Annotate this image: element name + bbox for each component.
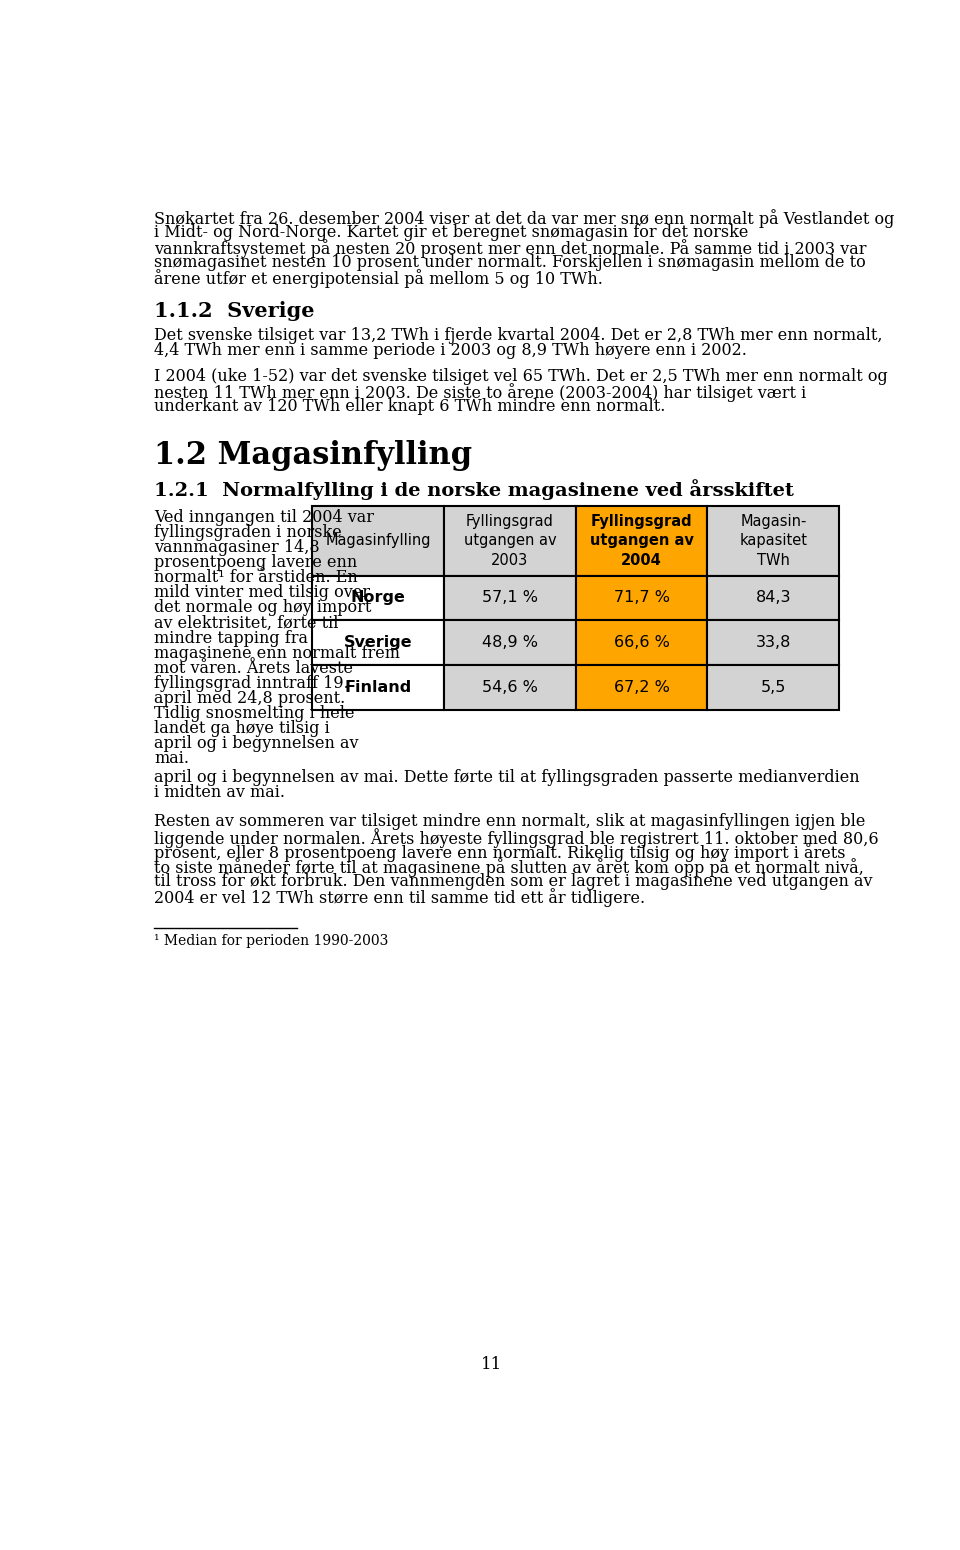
Text: Fyllingsgrad
utgangen av
2004: Fyllingsgrad utgangen av 2004 [589, 513, 693, 569]
Text: april og i begynnelsen av: april og i begynnelsen av [155, 735, 359, 752]
Bar [576, 665, 708, 710]
Text: 11: 11 [481, 1356, 503, 1373]
Bar [708, 665, 839, 710]
Text: 84,3: 84,3 [756, 591, 791, 606]
Text: mindre tapping fra: mindre tapping fra [155, 629, 308, 646]
Text: april og i begynnelsen av mai. Dette førte til at fyllingsgraden passerte median: april og i begynnelsen av mai. Dette før… [155, 769, 860, 786]
Text: 54,6 %: 54,6 % [482, 680, 538, 694]
Text: snømagasinet nesten 10 prosent under normalt. Forskjellen i snømagasin mellom de: snømagasinet nesten 10 prosent under nor… [155, 254, 866, 271]
Bar [444, 620, 576, 665]
Text: Resten av sommeren var tilsiget mindre enn normalt, slik at magasinfyllingen igj: Resten av sommeren var tilsiget mindre e… [155, 814, 866, 831]
Text: to siste måneder førte til at magasinene på slutten av året kom opp på et normal: to siste måneder førte til at magasinene… [155, 859, 864, 877]
Text: 48,9 %: 48,9 % [482, 636, 538, 649]
Text: 71,7 %: 71,7 % [613, 591, 669, 606]
Text: Fyllingsgrad
utgangen av
2003: Fyllingsgrad utgangen av 2003 [464, 513, 556, 569]
Text: 66,6 %: 66,6 % [613, 636, 669, 649]
Bar [444, 507, 576, 575]
Text: 1.2.1  Normalfylling i de norske magasinene ved årsskiftet: 1.2.1 Normalfylling i de norske magasine… [155, 479, 794, 499]
Bar [576, 575, 708, 620]
Text: normalt¹ for årstiden. En: normalt¹ for årstiden. En [155, 569, 358, 586]
Text: til tross for økt forbruk. Den vannmengden som er lagret i magasinene ved utgang: til tross for økt forbruk. Den vannmengd… [155, 873, 873, 890]
Text: magasinene enn normalt frem: magasinene enn normalt frem [155, 645, 400, 662]
Text: vannmagasiner 14,8: vannmagasiner 14,8 [155, 539, 320, 556]
Text: 33,8: 33,8 [756, 636, 791, 649]
Text: Snøkartet fra 26. desember 2004 viser at det da var mer snø enn normalt på Vestl: Snøkartet fra 26. desember 2004 viser at… [155, 209, 895, 228]
Bar [576, 507, 708, 575]
Text: Finland: Finland [345, 680, 412, 694]
Bar [576, 620, 708, 665]
Text: vannkraftsystemet på nesten 20 prosent mer enn det normale. På samme tid i 2003 : vannkraftsystemet på nesten 20 prosent m… [155, 239, 867, 257]
Text: Tidlig snosmelting i hele: Tidlig snosmelting i hele [155, 705, 354, 722]
Text: 1.1.2  Sverige: 1.1.2 Sverige [155, 301, 315, 321]
Text: Magasin-
kapasitet
TWh: Magasin- kapasitet TWh [739, 513, 807, 569]
Bar [708, 575, 839, 620]
Text: 1.2 Magasinfylling: 1.2 Magasinfylling [155, 440, 472, 471]
Text: 2004 er vel 12 TWh større enn til samme tid ett år tidligere.: 2004 er vel 12 TWh større enn til samme … [155, 888, 645, 907]
Text: Det svenske tilsiget var 13,2 TWh i fjerde kvartal 2004. Det er 2,8 TWh mer enn : Det svenske tilsiget var 13,2 TWh i fjer… [155, 327, 882, 344]
Bar [444, 665, 576, 710]
Text: ¹ Median for perioden 1990-2003: ¹ Median for perioden 1990-2003 [155, 935, 389, 949]
Bar [708, 507, 839, 575]
Text: mild vinter med tilsig over: mild vinter med tilsig over [155, 584, 371, 601]
Bar [444, 575, 576, 620]
Text: fyllingsgraden i norske: fyllingsgraden i norske [155, 524, 342, 541]
Bar [708, 620, 839, 665]
Text: mai.: mai. [155, 750, 189, 767]
Text: nesten 11 TWh mer enn i 2003. De siste to årene (2003-2004) har tilsiget vært i: nesten 11 TWh mer enn i 2003. De siste t… [155, 383, 806, 401]
Text: prosentpoeng lavere enn: prosentpoeng lavere enn [155, 555, 357, 572]
Text: mot våren. Årets laveste: mot våren. Årets laveste [155, 660, 353, 676]
Text: 57,1 %: 57,1 % [482, 591, 538, 606]
Bar [312, 665, 444, 710]
Text: årene utfør et energipotensial på mellom 5 og 10 TWh.: årene utfør et energipotensial på mellom… [155, 270, 603, 288]
Text: underkant av 120 TWh eller knapt 6 TWh mindre enn normalt.: underkant av 120 TWh eller knapt 6 TWh m… [155, 398, 665, 415]
Text: det normale og høy import: det normale og høy import [155, 600, 372, 617]
Text: Norge: Norge [350, 591, 405, 606]
Text: I 2004 (uke 1-52) var det svenske tilsiget vel 65 TWh. Det er 2,5 TWh mer enn no: I 2004 (uke 1-52) var det svenske tilsig… [155, 367, 888, 384]
Text: Sverige: Sverige [344, 636, 413, 649]
Text: av elektrisitet, førte til: av elektrisitet, førte til [155, 614, 339, 631]
Text: 5,5: 5,5 [760, 680, 786, 694]
Bar [312, 507, 444, 575]
Bar [312, 575, 444, 620]
Bar [312, 620, 444, 665]
Text: prosent, eller 8 prosentpoeng lavere enn normalt. Rikelig tilsig og høy import i: prosent, eller 8 prosentpoeng lavere enn… [155, 843, 846, 862]
Text: i midten av mai.: i midten av mai. [155, 784, 285, 801]
Text: i Midt- og Nord-Norge. Kartet gir et beregnet snømagasin for det norske: i Midt- og Nord-Norge. Kartet gir et ber… [155, 225, 749, 242]
Text: april med 24,8 prosent.: april med 24,8 prosent. [155, 690, 346, 707]
Text: 4,4 TWh mer enn i samme periode i 2003 og 8,9 TWh høyere enn i 2002.: 4,4 TWh mer enn i samme periode i 2003 o… [155, 343, 747, 360]
Text: Ved inngangen til 2004 var: Ved inngangen til 2004 var [155, 510, 374, 527]
Text: liggende under normalen. Årets høyeste fyllingsgrad ble registrert 11. oktober m: liggende under normalen. Årets høyeste f… [155, 828, 878, 848]
Text: landet ga høye tilsig i: landet ga høye tilsig i [155, 719, 330, 736]
Text: fyllingsgrad inntraff 19.: fyllingsgrad inntraff 19. [155, 674, 348, 691]
Text: Magasinfylling: Magasinfylling [325, 533, 431, 549]
Text: 67,2 %: 67,2 % [613, 680, 669, 694]
